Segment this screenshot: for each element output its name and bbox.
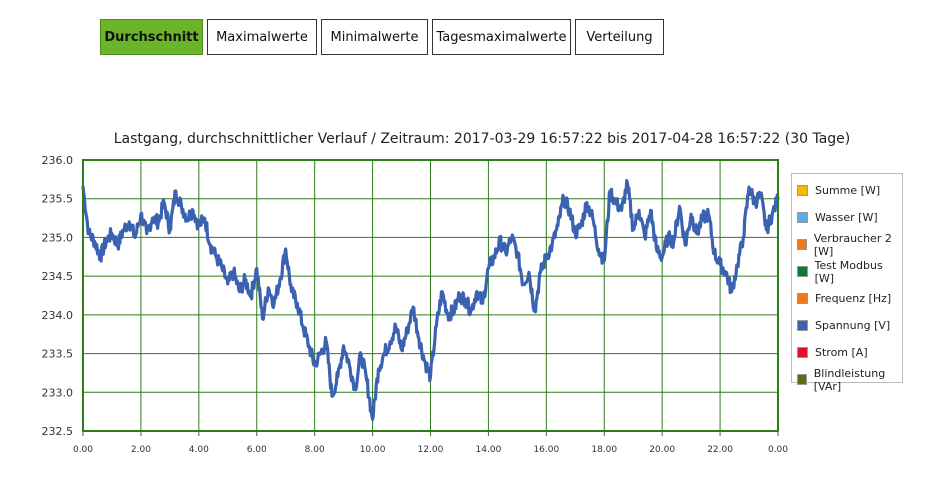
legend-label: Summe [W] xyxy=(815,184,881,197)
y-tick-label: 233.5 xyxy=(42,348,74,361)
legend-swatch xyxy=(797,239,807,250)
legend-swatch xyxy=(797,320,808,331)
tab-minimalwerte[interactable]: Minimalwerte xyxy=(321,19,428,55)
legend-label: Spannung [V] xyxy=(815,319,891,332)
series-line-spannung xyxy=(81,179,780,421)
tab-maximalwerte[interactable]: Maximalwerte xyxy=(207,19,317,55)
legend-swatch xyxy=(797,347,808,358)
chart-legend: Summe [W] Wasser [W] Verbraucher 2 [W] Test… xyxy=(791,173,903,393)
legend-swatch xyxy=(797,374,807,385)
y-tick-label: 235.0 xyxy=(42,231,74,244)
chart-grid xyxy=(82,159,779,436)
x-tick-label: 18.00 xyxy=(591,445,617,455)
x-axis-ticks: 0.00 2.00 4.00 6.00 8.00 10.00 12.00 14.00 16.00… xyxy=(73,445,788,455)
chart-title: Lastgang, durchschnittlicher Verlauf / Z… xyxy=(113,131,851,147)
y-tick-label: 234.0 xyxy=(42,309,74,322)
chart-tabs: Durchschnitt Maximalwerte Minimalwerte T… xyxy=(100,19,668,55)
legend-item[interactable]: Spannung [V] xyxy=(792,312,902,339)
legend-label: Frequenz [Hz] xyxy=(815,292,892,305)
chart-series xyxy=(81,179,780,421)
legend-swatch xyxy=(797,185,808,196)
x-tick-label: 14.00 xyxy=(476,445,502,455)
legend-item[interactable]: Verbraucher 2 [W] xyxy=(792,231,902,258)
y-tick-label: 234.5 xyxy=(42,270,74,283)
x-tick-label: 10.00 xyxy=(360,445,386,455)
legend-swatch xyxy=(797,266,808,277)
legend-item[interactable]: Blindleistung [VAr] xyxy=(792,366,902,393)
x-tick-label: 16.00 xyxy=(533,445,559,455)
y-tick-label: 236.0 xyxy=(42,154,74,167)
x-tick-label: 12.00 xyxy=(418,445,444,455)
legend-label: Verbraucher 2 [W] xyxy=(813,231,892,258)
legend-label: Strom [A] xyxy=(815,346,868,359)
legend-swatch xyxy=(797,293,808,304)
plot-frame xyxy=(82,159,779,432)
legend-label: Wasser [W] xyxy=(815,211,878,224)
legend-label: Test Modbus [W] xyxy=(814,258,883,285)
x-tick-label: 2.00 xyxy=(131,445,151,455)
legend-item[interactable]: Wasser [W] xyxy=(792,204,902,231)
x-tick-label: 22.00 xyxy=(707,445,733,455)
y-tick-label: 232.5 xyxy=(42,425,74,438)
legend-item[interactable]: Test Modbus [W] xyxy=(792,258,902,285)
x-tick-label: 0.00 xyxy=(768,445,788,455)
x-tick-label: 20.00 xyxy=(649,445,675,455)
legend-item[interactable]: Strom [A] xyxy=(792,339,902,366)
y-tick-label: 235.5 xyxy=(42,193,74,206)
x-tick-label: 4.00 xyxy=(189,445,209,455)
legend-item[interactable]: Frequenz [Hz] xyxy=(792,285,902,312)
tab-verteilung[interactable]: Verteilung xyxy=(575,19,664,55)
legend-label: Blindleistung [VAr] xyxy=(813,366,886,393)
y-tick-label: 233.0 xyxy=(42,386,74,399)
legend-item[interactable]: Summe [W] xyxy=(792,177,902,204)
legend-swatch xyxy=(797,212,808,223)
x-tick-label: 6.00 xyxy=(247,445,267,455)
x-tick-label: 0.00 xyxy=(73,445,93,455)
tab-tagesmaximalwerte[interactable]: Tagesmaximalwerte xyxy=(432,19,571,55)
tab-durchschnitt[interactable]: Durchschnitt xyxy=(100,19,203,55)
y-axis-ticks: 236.0 235.5 235.0 234.5 234.0 233.5 233.0 232.5 xyxy=(42,154,74,438)
x-tick-label: 8.00 xyxy=(305,445,325,455)
